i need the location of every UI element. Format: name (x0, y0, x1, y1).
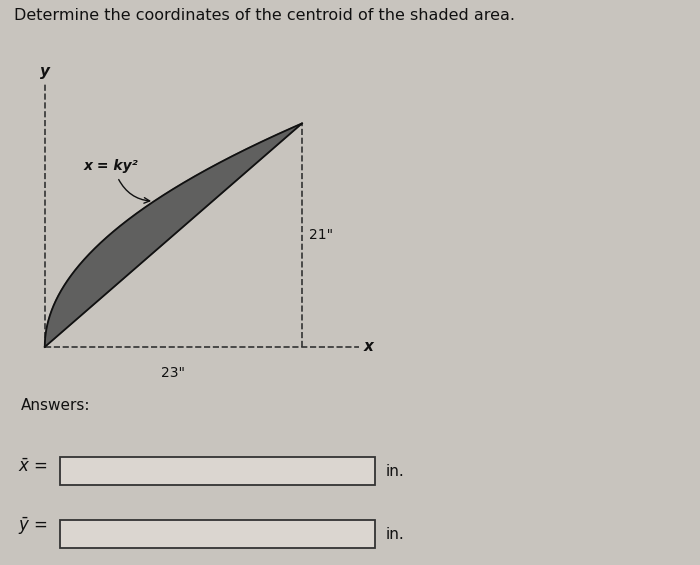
Text: x = ky²: x = ky² (84, 159, 139, 172)
Text: x: x (364, 340, 374, 354)
Text: in.: in. (386, 527, 405, 542)
Polygon shape (45, 123, 302, 347)
Text: 21": 21" (309, 228, 332, 242)
FancyBboxPatch shape (60, 458, 375, 485)
Text: Determine the coordinates of the centroid of the shaded area.: Determine the coordinates of the centroi… (14, 8, 515, 24)
FancyBboxPatch shape (60, 520, 375, 548)
Text: 23": 23" (162, 366, 186, 380)
Text: y: y (40, 64, 50, 79)
Text: Answers:: Answers: (21, 398, 90, 414)
Text: $\bar{y}$ =: $\bar{y}$ = (18, 515, 48, 537)
Text: in.: in. (386, 464, 405, 479)
Text: $\bar{x}$ =: $\bar{x}$ = (18, 458, 48, 476)
